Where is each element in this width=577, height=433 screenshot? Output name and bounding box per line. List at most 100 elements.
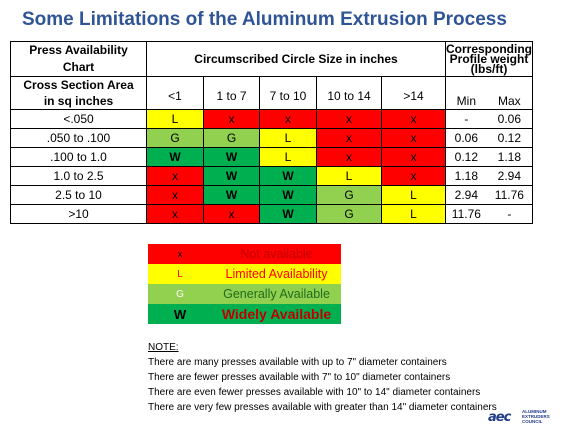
legend-text: Limited Availability <box>212 264 341 284</box>
availability-cell: x <box>381 128 446 148</box>
max-weight-cell: 1.18 <box>486 147 533 167</box>
availability-cell: x <box>316 147 382 167</box>
availability-cell: W <box>146 147 204 167</box>
csa-header-line-2: in sq inches <box>43 94 114 108</box>
availability-cell: G <box>316 204 382 224</box>
cross-section-label: .050 to .100 <box>10 128 147 148</box>
cross-section-label: 1.0 to 2.5 <box>10 166 147 186</box>
availability-cell: x <box>203 109 260 129</box>
header-row-sizes: Cross Section Area in sq inches <1 1 to … <box>10 76 533 110</box>
table-row: 2.5 to 10 x W W G L 2.94 11.76 <box>10 185 533 205</box>
availability-cell: x <box>146 185 204 205</box>
availability-cell: L <box>381 204 446 224</box>
weight-header-line-3: (lbs/ft) <box>470 62 508 76</box>
legend-text: Generally Available <box>212 284 341 304</box>
min-weight-header: Min <box>444 76 487 110</box>
aec-logo-line-3: COUNCIL <box>522 419 543 424</box>
availability-cell: L <box>146 109 204 129</box>
min-weight-cell: 1.18 <box>444 166 487 186</box>
note-line: There are very few presses available wit… <box>148 402 497 413</box>
aec-logo-line-1: ALUMINUM <box>522 409 547 414</box>
legend-text: Not available <box>212 244 341 264</box>
header-row-top: Press Availability Chart Circumscribed C… <box>10 41 533 77</box>
max-weight-cell: 11.76 <box>486 185 533 205</box>
max-weight-header: Max <box>486 76 533 110</box>
availability-cell: L <box>381 185 446 205</box>
min-weight-cell: 0.12 <box>444 147 487 167</box>
aec-logo-line-2: EXTRUDERS <box>522 414 550 419</box>
availability-cell: L <box>259 128 317 148</box>
availability-cell: G <box>146 128 204 148</box>
press-availability-table: Press Availability Chart Circumscribed C… <box>10 41 533 224</box>
legend-text: Widely Available <box>212 304 341 324</box>
weight-header-line-1: Corresponding <box>446 42 532 56</box>
legend-item: x Not available <box>148 244 341 264</box>
availability-legend: x Not available L Limited Availability G… <box>148 244 341 324</box>
min-weight-cell: 11.76 <box>444 204 487 224</box>
notes-heading: NOTE: <box>148 342 179 353</box>
max-weight-cell: - <box>486 204 533 224</box>
availability-cell: G <box>316 185 382 205</box>
csa-header-line-1: Cross Section Area <box>23 78 134 92</box>
max-weight-cell: 0.12 <box>486 128 533 148</box>
size-col-header: 1 to 7 <box>203 76 260 110</box>
aec-logo-mark: aec <box>488 410 511 425</box>
note-line: There are many presses available with up… <box>148 357 447 368</box>
availability-cell: x <box>203 204 260 224</box>
press-title-line-2: Chart <box>62 60 95 74</box>
availability-cell: L <box>259 147 317 167</box>
availability-cell: x <box>146 204 204 224</box>
size-col-header: 10 to 14 <box>316 76 382 110</box>
legend-item: G Generally Available <box>148 284 341 304</box>
press-title-line-1: Press Availability <box>29 43 128 57</box>
max-weight-cell: 2.94 <box>486 166 533 186</box>
cross-section-label: .100 to 1.0 <box>10 147 147 167</box>
availability-cell: x <box>381 147 446 167</box>
availability-cell: x <box>146 166 204 186</box>
legend-symbol: L <box>148 264 212 284</box>
availability-cell: W <box>203 166 260 186</box>
availability-cell: x <box>381 166 446 186</box>
press-availability-title: Press Availability Chart <box>10 41 147 77</box>
cross-section-area-header: Cross Section Area in sq inches <box>10 76 147 110</box>
cross-section-label: <.050 <box>10 109 147 129</box>
availability-cell: x <box>316 109 382 129</box>
legend-symbol: x <box>148 244 212 264</box>
availability-cell: W <box>259 166 317 186</box>
availability-cell: G <box>203 128 260 148</box>
size-col-header: >14 <box>381 76 446 110</box>
legend-symbol: W <box>148 304 212 324</box>
note-line: There are fewer presses available with 7… <box>148 372 451 383</box>
profile-weight-header: Corresponding Profile weight (lbs/ft) <box>445 41 533 77</box>
legend-symbol: G <box>148 284 212 304</box>
notes-section: NOTE: There are many presses available w… <box>148 340 497 415</box>
legend-item: L Limited Availability <box>148 264 341 284</box>
availability-cell: L <box>316 166 382 186</box>
note-line: There are even fewer presses available w… <box>148 387 481 398</box>
min-weight-cell: - <box>444 109 487 129</box>
availability-cell: x <box>316 128 382 148</box>
cross-section-label: 2.5 to 10 <box>10 185 147 205</box>
page-title: Some Limitations of the Aluminum Extrusi… <box>22 9 507 30</box>
availability-cell: W <box>259 185 317 205</box>
size-col-header: 7 to 10 <box>259 76 317 110</box>
aec-logo-text: ALUMINUM EXTRUDERS COUNCIL <box>522 409 550 424</box>
weight-header-line-2: Profile weight <box>449 52 529 66</box>
availability-cell: W <box>203 147 260 167</box>
legend-item: W Widely Available <box>148 304 341 324</box>
circle-size-header: Circumscribed Circle Size in inches <box>146 41 446 77</box>
aec-logo: aec ALUMINUM EXTRUDERS COUNCIL <box>488 407 574 427</box>
availability-cell: W <box>259 204 317 224</box>
table-row: >10 x x W G L 11.76- <box>10 204 533 224</box>
availability-cell: W <box>203 185 260 205</box>
availability-cell: x <box>259 109 317 129</box>
min-weight-cell: 0.06 <box>444 128 487 148</box>
availability-cell: x <box>381 109 446 129</box>
max-weight-cell: 0.06 <box>486 109 533 129</box>
cross-section-label: >10 <box>10 204 147 224</box>
